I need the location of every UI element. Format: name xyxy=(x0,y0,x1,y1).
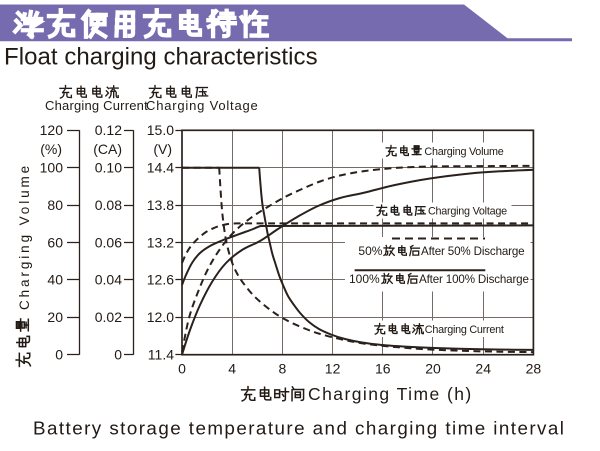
svg-text:0: 0 xyxy=(55,347,63,363)
svg-text:12.0: 12.0 xyxy=(147,309,174,325)
svg-text:0.04: 0.04 xyxy=(95,272,122,288)
svg-text:0: 0 xyxy=(178,361,186,377)
svg-text:60: 60 xyxy=(47,234,63,250)
svg-text:50%: 50% xyxy=(358,244,382,258)
svg-text:15.0: 15.0 xyxy=(147,122,174,138)
svg-text:0.10: 0.10 xyxy=(95,160,122,176)
svg-text:Charging Current: Charging Current xyxy=(45,98,148,113)
svg-text:40: 40 xyxy=(47,272,63,288)
svg-text:13.2: 13.2 xyxy=(147,234,174,250)
svg-text:20: 20 xyxy=(425,361,441,377)
svg-text:0: 0 xyxy=(114,347,122,363)
svg-text:0.02: 0.02 xyxy=(95,309,122,325)
svg-text:Battery storage temperature an: Battery storage temperature and charging… xyxy=(33,418,565,439)
svg-text:Charging Volume: Charging Volume xyxy=(17,163,32,310)
svg-text:Charging Volume: Charging Volume xyxy=(424,146,503,158)
svg-text:12: 12 xyxy=(325,361,341,377)
svg-text:4: 4 xyxy=(228,361,236,377)
svg-text:After 100% Discharge: After 100% Discharge xyxy=(419,273,529,286)
svg-text:11.4: 11.4 xyxy=(148,347,174,363)
svg-text:Float charging characteristics: Float charging characteristics xyxy=(4,44,318,71)
svg-text:24: 24 xyxy=(475,361,491,377)
svg-text:14.4: 14.4 xyxy=(147,160,174,176)
svg-text:16: 16 xyxy=(375,361,391,377)
svg-text:28: 28 xyxy=(526,361,542,377)
svg-text:Charging Voltage: Charging Voltage xyxy=(428,206,507,218)
svg-text:20: 20 xyxy=(47,309,63,325)
svg-text:100: 100 xyxy=(40,160,64,176)
svg-text:12.6: 12.6 xyxy=(147,272,174,288)
svg-text:0.12: 0.12 xyxy=(95,122,122,138)
svg-text:0.06: 0.06 xyxy=(95,234,122,250)
svg-text:After 50% Discharge: After 50% Discharge xyxy=(421,245,524,258)
svg-text:8: 8 xyxy=(279,361,287,377)
svg-text:100%: 100% xyxy=(349,272,380,286)
svg-text:(%): (%) xyxy=(40,141,62,157)
svg-text:Charging Time (h): Charging Time (h) xyxy=(308,384,473,404)
svg-text:(CA): (CA) xyxy=(93,141,122,157)
svg-text:(V): (V) xyxy=(153,141,172,157)
svg-text:0.08: 0.08 xyxy=(95,197,122,213)
svg-text:13.8: 13.8 xyxy=(147,197,174,213)
svg-text:Charging Voltage: Charging Voltage xyxy=(146,98,259,113)
svg-text:120: 120 xyxy=(40,122,64,138)
svg-text:Charging Current: Charging Current xyxy=(425,324,504,336)
svg-text:80: 80 xyxy=(47,197,63,213)
